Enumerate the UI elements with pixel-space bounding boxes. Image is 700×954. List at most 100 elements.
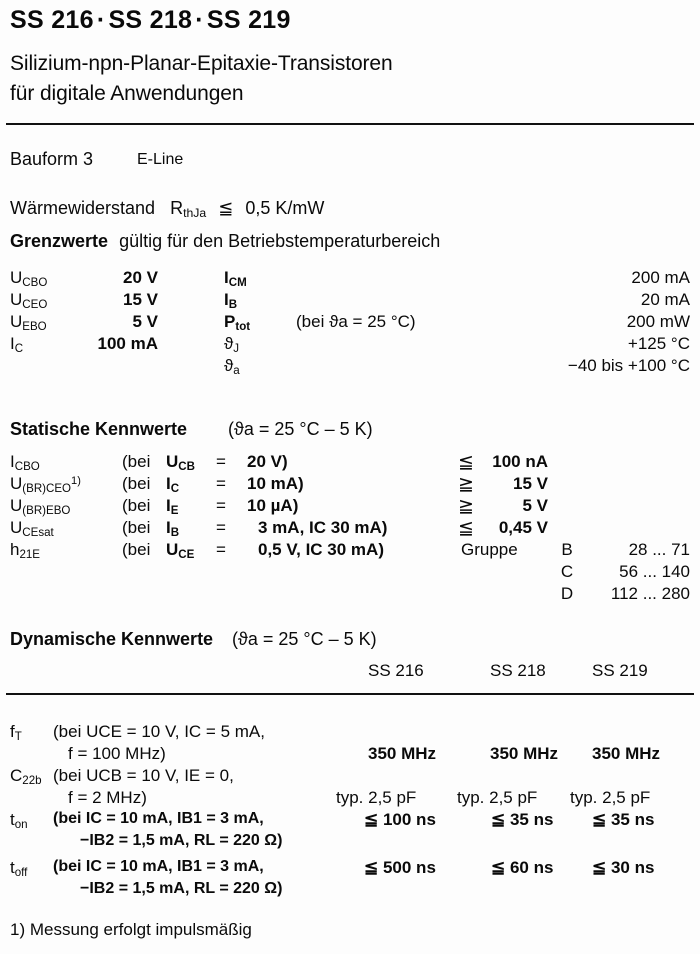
static-value-ubrceo: 15 V bbox=[513, 474, 548, 493]
static-groups-label: Gruppe bbox=[461, 540, 518, 559]
group-letter-b: B bbox=[561, 540, 573, 559]
thermal-resistance-row: Wärmewiderstand RthJa ≦ 0,5 K/mW bbox=[10, 198, 325, 221]
limit-symbol-theta-a: ϑa bbox=[224, 356, 240, 378]
static-cond-value-ubrceo: 10 mA) bbox=[247, 474, 304, 493]
static-cond-eq-h21e: = bbox=[216, 540, 226, 559]
limit-symbol-ucbo: UCBO bbox=[10, 268, 48, 290]
dynamic-heading: Dynamische Kennwerte bbox=[10, 629, 214, 649]
page-title: SS 216 · SS 218 · SS 219 bbox=[10, 6, 291, 35]
static-cond-open-icbo: (bei bbox=[122, 452, 151, 471]
static-cond-eq-ucesat: = bbox=[216, 518, 226, 537]
static-cond-value-icbo: 20 V) bbox=[247, 452, 288, 471]
static-cond-eq-icbo: = bbox=[216, 452, 226, 471]
static-relation-ubrceo: ≧ bbox=[458, 474, 474, 495]
limit-value-uebo: 5 V bbox=[132, 312, 158, 331]
type-number-1: SS 216 bbox=[10, 6, 94, 34]
dynamic-condition-ft-line1: (bei UCE = 10 V, IC = 5 mA, bbox=[53, 722, 265, 741]
static-cond-eq-ubrceo: = bbox=[216, 474, 226, 493]
type-number-2: SS 218 bbox=[108, 6, 193, 34]
dynamic-condition-c22b-line1: (bei UCB = 10 V, IE = 0, bbox=[53, 766, 234, 785]
limit-value-icm: 200 mA bbox=[631, 268, 690, 287]
group-letter-d: D bbox=[560, 584, 574, 603]
limit-symbol-icm: ICM bbox=[224, 268, 247, 290]
dynamic-condition-c22b-line2: f = 2 MHz) bbox=[68, 788, 147, 807]
static-cond-open-ubrebo: (bei bbox=[122, 496, 151, 515]
limits-heading-bold: Grenzwerte bbox=[10, 231, 109, 251]
static-symbol-icbo: ICBO bbox=[10, 452, 40, 474]
dynamic-heading-condition: (ϑa = 25 °C – 5 K) bbox=[232, 629, 377, 649]
divider-top bbox=[6, 123, 694, 125]
limit-symbol-ic: IC bbox=[10, 334, 24, 356]
limits-heading-rest: gültig für den Betriebstemperaturbereich bbox=[119, 231, 441, 251]
static-cond-open-ucesat: (bei bbox=[122, 518, 151, 537]
static-cond-symbol-ubrebo: IE bbox=[166, 496, 179, 518]
group-range-d: 112 ... 280 bbox=[610, 584, 690, 603]
limit-condition-ptot: (bei ϑa = 25 °C) bbox=[296, 312, 416, 331]
dynamic-value-c22b-ss216: typ. 2,5 pF bbox=[336, 788, 417, 807]
limit-symbol-uebo: UEBO bbox=[10, 312, 47, 334]
static-relation-icbo: ≦ bbox=[458, 452, 474, 473]
static-cond-symbol-icbo: UCB bbox=[166, 452, 195, 474]
type-number-3: SS 219 bbox=[206, 6, 291, 34]
static-cond-eq-ubrebo: = bbox=[216, 496, 226, 515]
dynamic-condition-ton-line1: (bei IC = 10 mA, IB1 = 3 mA, bbox=[53, 810, 264, 827]
subtitle-line-1: Silizium-npn-Planar-Epitaxie-Transistore… bbox=[10, 52, 393, 75]
dynamic-value-ft-ss219: 350 MHz bbox=[592, 744, 661, 763]
static-cond-open-h21e: (bei bbox=[122, 540, 151, 559]
limit-value-uceo: 15 V bbox=[123, 290, 158, 309]
static-symbol-ubrceo: U(BR)CEO1) bbox=[10, 474, 81, 496]
limit-value-ptot: 200 mW bbox=[626, 312, 690, 331]
dynamic-value-c22b-ss219: typ. 2,5 pF bbox=[570, 788, 651, 807]
dynamic-value-toff-ss218: ≦ 60 ns bbox=[491, 858, 554, 877]
dynamic-value-c22b-ss218: typ. 2,5 pF bbox=[457, 788, 538, 807]
static-heading: Statische Kennwerte bbox=[10, 419, 188, 439]
static-relation-ubrebo: ≧ bbox=[458, 496, 474, 517]
dynamic-value-ton-ss216: ≦ 100 ns bbox=[364, 810, 436, 829]
limits-heading: Grenzwerte gültig für den Betriebstemper… bbox=[10, 231, 440, 252]
static-symbol-ubrebo: U(BR)EBO bbox=[10, 496, 71, 518]
static-cond-symbol-ucesat: IB bbox=[166, 518, 180, 540]
static-cond-value-h21e: 0,5 V, IC 30 mA) bbox=[258, 540, 384, 559]
package-label: Bauform 3 bbox=[10, 149, 94, 169]
title-separator-1: · bbox=[96, 6, 106, 34]
dynamic-value-ton-ss218: ≦ 35 ns bbox=[491, 810, 554, 829]
static-symbol-ucesat: UCEsat bbox=[10, 518, 54, 540]
dynamic-symbol-ton: ton bbox=[10, 810, 28, 832]
limit-symbol-ib: IB bbox=[224, 290, 238, 312]
divider-dynamic-table bbox=[6, 693, 694, 695]
thermal-resistance-label: Wärmewiderstand bbox=[10, 198, 156, 218]
group-range-b: 28 ... 71 bbox=[628, 540, 690, 559]
static-heading-condition: (ϑa = 25 °C – 5 K) bbox=[228, 419, 373, 439]
dynamic-condition-ft-line2: f = 100 MHz) bbox=[68, 744, 166, 763]
limit-value-ic: 100 mA bbox=[97, 334, 158, 353]
static-relation-column: ≦ ≧ ≧ ≦ bbox=[458, 452, 474, 540]
static-cond-value-ucesat: 3 mA, IC 30 mA) bbox=[258, 518, 388, 537]
limit-value-ib: 20 mA bbox=[640, 290, 690, 309]
limit-value-theta-j: +125 °C bbox=[627, 334, 690, 353]
dynamic-condition-ton-line2: −IB2 = 1,5 mA, RL = 220 Ω) bbox=[80, 832, 283, 849]
dynamic-value-toff-ss216: ≦ 500 ns bbox=[364, 858, 436, 877]
column-header-ss216: SS 216 bbox=[368, 661, 424, 680]
dynamic-value-ft-ss218: 350 MHz bbox=[490, 744, 559, 763]
thermal-resistance-relation: ≦ bbox=[218, 198, 234, 218]
package-value: E-Line bbox=[137, 151, 184, 168]
group-letter-c: C bbox=[560, 562, 574, 581]
dynamic-value-toff-ss219: ≦ 30 ns bbox=[592, 858, 655, 877]
static-cond-open-ubrceo: (bei bbox=[122, 474, 151, 493]
static-value-ucesat: 0,45 V bbox=[498, 518, 548, 537]
dynamic-symbol-toff: toff bbox=[10, 858, 28, 880]
static-value-icbo: 100 nA bbox=[492, 452, 548, 471]
static-symbol-h21e: h21E bbox=[10, 540, 41, 562]
limit-symbol-uceo: UCEO bbox=[10, 290, 48, 312]
dynamic-value-ft-ss216: 350 MHz bbox=[368, 744, 437, 763]
dynamic-symbol-c22b: C22b bbox=[10, 766, 42, 788]
thermal-resistance-value: 0,5 K/mW bbox=[245, 198, 325, 218]
thermal-resistance-symbol: RthJa bbox=[170, 198, 207, 221]
static-cond-symbol-ubrceo: IC bbox=[166, 474, 180, 496]
dynamic-value-ton-ss219: ≦ 35 ns bbox=[592, 810, 655, 829]
limit-value-theta-a: −40 bis +100 °C bbox=[567, 356, 690, 375]
subtitle-line-2: für digitale Anwendungen bbox=[10, 82, 244, 105]
footnote-text: 1) Messung erfolgt impulsmäßig bbox=[10, 920, 252, 939]
static-value-ubrebo: 5 V bbox=[522, 496, 548, 515]
